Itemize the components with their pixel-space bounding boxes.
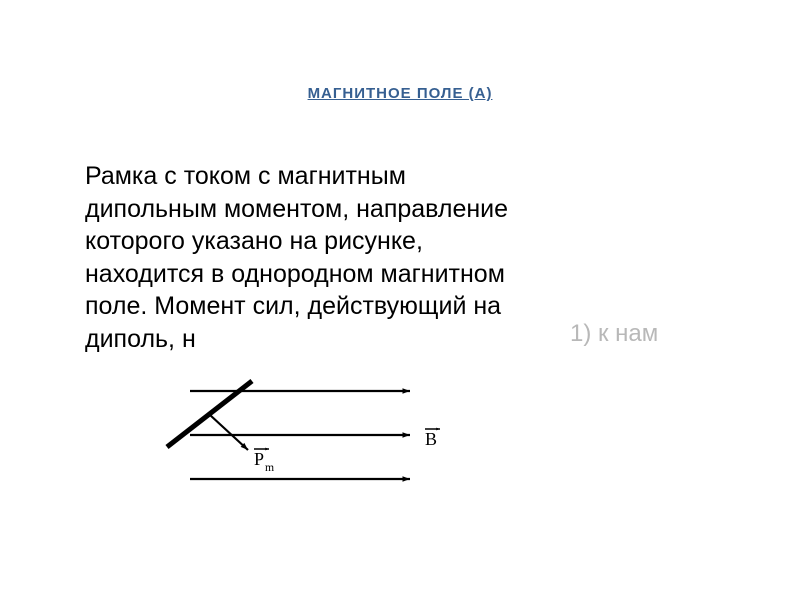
svg-text:P: P (254, 449, 264, 469)
problem-text: Рамка с током с магнитным дипольным моме… (85, 160, 535, 355)
svg-text:B: B (425, 429, 437, 449)
svg-text:m: m (265, 461, 274, 474)
page-title: МАГНИТНОЕ ПОЛЕ (А) (0, 85, 800, 102)
physics-diagram: Pm B (130, 375, 500, 485)
answer-option: 1) к нам (570, 320, 658, 348)
